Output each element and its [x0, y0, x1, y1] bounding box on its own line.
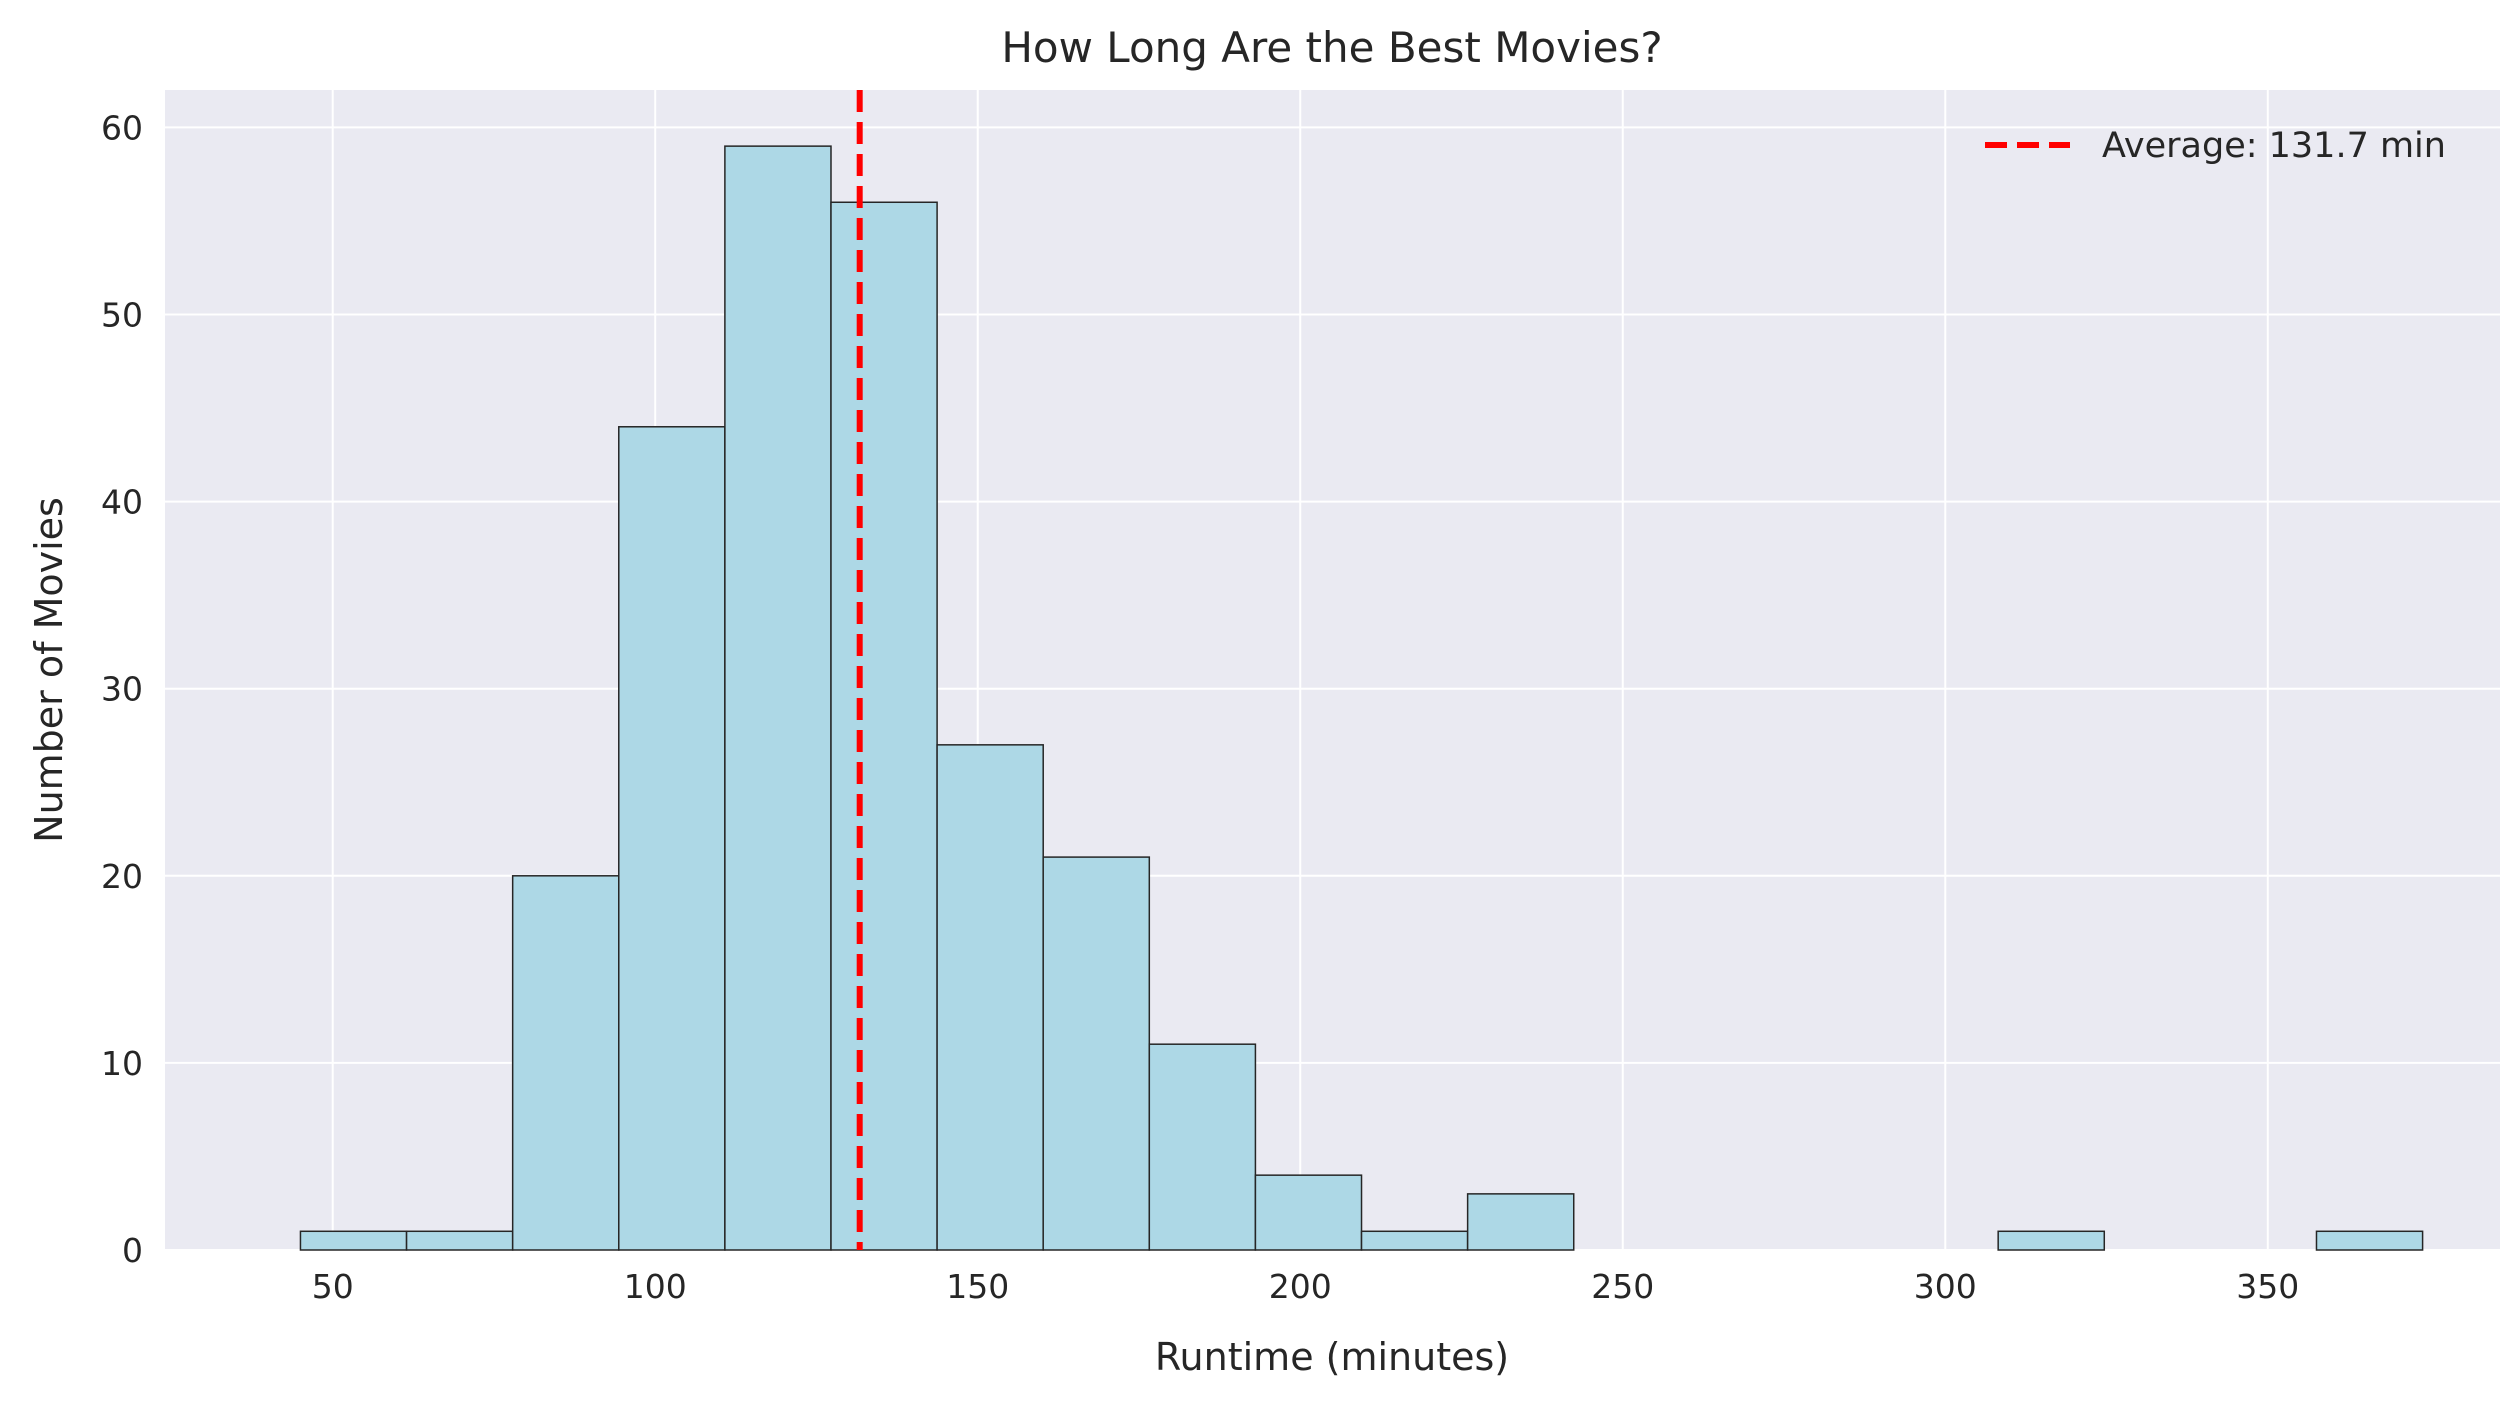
histogram-bar	[1042, 856, 1151, 1251]
histogram-bars	[299, 145, 2424, 1251]
histogram-bar	[299, 1230, 408, 1251]
y-axis-ticks: 0 10 20 30 40 50 60	[101, 108, 143, 1270]
y-tick-label: 20	[101, 857, 143, 896]
y-tick-label: 60	[101, 108, 143, 147]
x-axis-ticks: 50 100 150 200 250 300 350	[312, 1267, 2300, 1306]
histogram-bar	[405, 1230, 514, 1251]
legend-label: Average: 131.7 min	[2102, 126, 2446, 166]
histogram-bar	[1254, 1174, 1363, 1251]
histogram-bar	[936, 744, 1044, 1251]
histogram-bar	[1997, 1230, 2106, 1251]
x-tick-label: 50	[312, 1267, 354, 1306]
x-tick-label: 200	[1269, 1267, 1332, 1306]
y-axis-label: Number of Movies	[27, 497, 71, 843]
legend: Average: 131.7 min	[1985, 126, 2446, 166]
y-tick-label: 40	[101, 483, 143, 522]
histogram-bar	[511, 875, 620, 1251]
histogram-bar	[724, 145, 832, 1251]
histogram-bar	[1466, 1193, 1575, 1251]
x-tick-label: 350	[2236, 1267, 2299, 1306]
histogram-bar	[1148, 1043, 1257, 1251]
histogram-bar	[830, 201, 938, 1251]
x-tick-label: 100	[624, 1267, 687, 1306]
histogram-bar	[618, 426, 726, 1251]
y-tick-label: 30	[101, 670, 143, 709]
x-axis-label: Runtime (minutes)	[1155, 1335, 1509, 1379]
chart-title: How Long Are the Best Movies?	[1001, 23, 1662, 72]
x-tick-label: 150	[946, 1267, 1009, 1306]
histogram-bar	[1360, 1230, 1469, 1251]
y-tick-label: 50	[101, 296, 143, 335]
histogram-bar	[2315, 1230, 2424, 1251]
y-tick-label: 0	[122, 1231, 143, 1270]
x-tick-label: 300	[1914, 1267, 1977, 1306]
y-tick-label: 10	[101, 1044, 143, 1083]
x-tick-label: 250	[1591, 1267, 1654, 1306]
